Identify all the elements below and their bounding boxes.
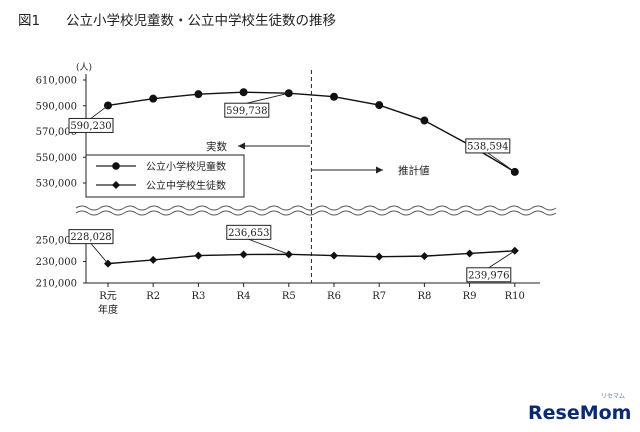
series-line-junior-high	[107, 250, 515, 265]
y-tick-label: 530,000	[36, 179, 77, 190]
data-point-diamond	[375, 252, 384, 261]
legend-marker-circle-icon	[112, 162, 120, 170]
data-label-box	[226, 224, 272, 240]
projected-annotation: 推計値	[312, 164, 430, 177]
x-tick-label: R3	[191, 291, 205, 302]
data-point-diamond	[465, 249, 474, 258]
axes: 610,000 590,000 570,000 550,000 530,000 250,0…	[36, 74, 557, 316]
x-tick-label: R元	[99, 291, 117, 302]
y-tick-label: 570,000	[36, 127, 77, 138]
projected-label: 推計値	[398, 164, 430, 177]
data-point-circle	[239, 88, 248, 97]
unit-label: (人)	[76, 62, 92, 73]
x-tick-label: R2	[146, 291, 160, 302]
x-tick-label: R8	[417, 291, 431, 302]
data-label: 538,594	[467, 142, 508, 153]
data-point-diamond	[239, 250, 248, 259]
legend-label-elementary: 公立小学校児童数	[146, 160, 226, 173]
axis-break-line-bottom	[75, 210, 557, 216]
x-category-sublabel: 年度	[98, 303, 118, 316]
figure-number: 図1	[18, 13, 40, 29]
data-label-leader	[246, 92, 289, 104]
logo-text: ReseMom	[528, 402, 631, 424]
data-label-box	[68, 229, 114, 245]
data-label-box	[466, 267, 512, 283]
data-label-leader	[90, 243, 109, 264]
data-label: 228,028	[70, 232, 111, 243]
x-tick-label: R7	[372, 291, 386, 302]
data-point-diamond	[194, 251, 203, 260]
data-labels: 590,230 599,738 538,594 228,028 236,653 239,9…	[68, 92, 516, 283]
actual-annotation: 実数	[206, 140, 310, 153]
y-tick-label: 610,000	[36, 76, 77, 87]
x-tick-label: R5	[282, 291, 296, 302]
x-tick-label: R4	[237, 291, 251, 302]
resemom-logo: リセマム ReseMom	[528, 393, 631, 424]
data-label-leader	[487, 152, 516, 173]
x-tick-label: R6	[327, 291, 341, 302]
legend-label-junior-high: 公立中学校生徒数	[146, 179, 226, 192]
data-label: 590,230	[70, 121, 111, 132]
data-label: 599,738	[226, 106, 267, 117]
legend-box	[85, 154, 245, 198]
data-label-leader	[90, 105, 109, 119]
data-label-leader	[488, 250, 516, 269]
data-label: 239,976	[468, 270, 509, 281]
data-point-circle	[149, 94, 158, 103]
data-label-leader	[248, 238, 289, 255]
data-label-box	[465, 138, 511, 154]
y-tick-label: 550,000	[36, 153, 77, 164]
data-point-circle	[330, 92, 338, 101]
actual-label: 実数	[206, 140, 227, 153]
data-label-box	[224, 102, 270, 118]
axis-break-line-top	[75, 205, 557, 211]
data-point-circle	[420, 116, 429, 125]
x-tick-label: R9	[463, 291, 477, 302]
data-point-diamond	[420, 252, 429, 261]
chart-title: 公立小学校児童数・公立中学校生徒数の推移	[66, 12, 336, 29]
series-line-elementary	[107, 91, 516, 173]
data-point-diamond	[330, 251, 338, 260]
y-tick-label: 250,000	[36, 236, 77, 247]
legend: 公立小学校児童数 公立中学校生徒数	[85, 154, 245, 198]
data-label: 236,653	[228, 228, 269, 239]
data-label-box	[68, 117, 114, 133]
data-point-circle	[375, 101, 384, 110]
y-tick-label: 210,000	[36, 279, 77, 290]
legend-marker-diamond-icon	[112, 181, 120, 189]
y-tick-label: 590,000	[36, 101, 77, 112]
x-tick-label: R10	[505, 291, 525, 302]
logo-small-text: リセマム	[601, 393, 625, 400]
data-point-circle	[194, 90, 203, 99]
projected-arrow-icon	[376, 166, 383, 174]
actual-arrow-icon	[238, 142, 245, 150]
y-tick-label: 230,000	[36, 257, 77, 268]
data-point-diamond	[149, 255, 158, 264]
